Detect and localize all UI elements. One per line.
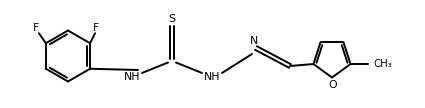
Text: F: F bbox=[93, 23, 99, 33]
Text: O: O bbox=[329, 80, 337, 90]
Text: NH: NH bbox=[124, 72, 140, 82]
Text: S: S bbox=[168, 14, 176, 24]
Text: CH₃: CH₃ bbox=[373, 59, 392, 69]
Text: N: N bbox=[250, 36, 258, 46]
Text: NH: NH bbox=[204, 72, 220, 82]
Text: F: F bbox=[33, 23, 39, 33]
